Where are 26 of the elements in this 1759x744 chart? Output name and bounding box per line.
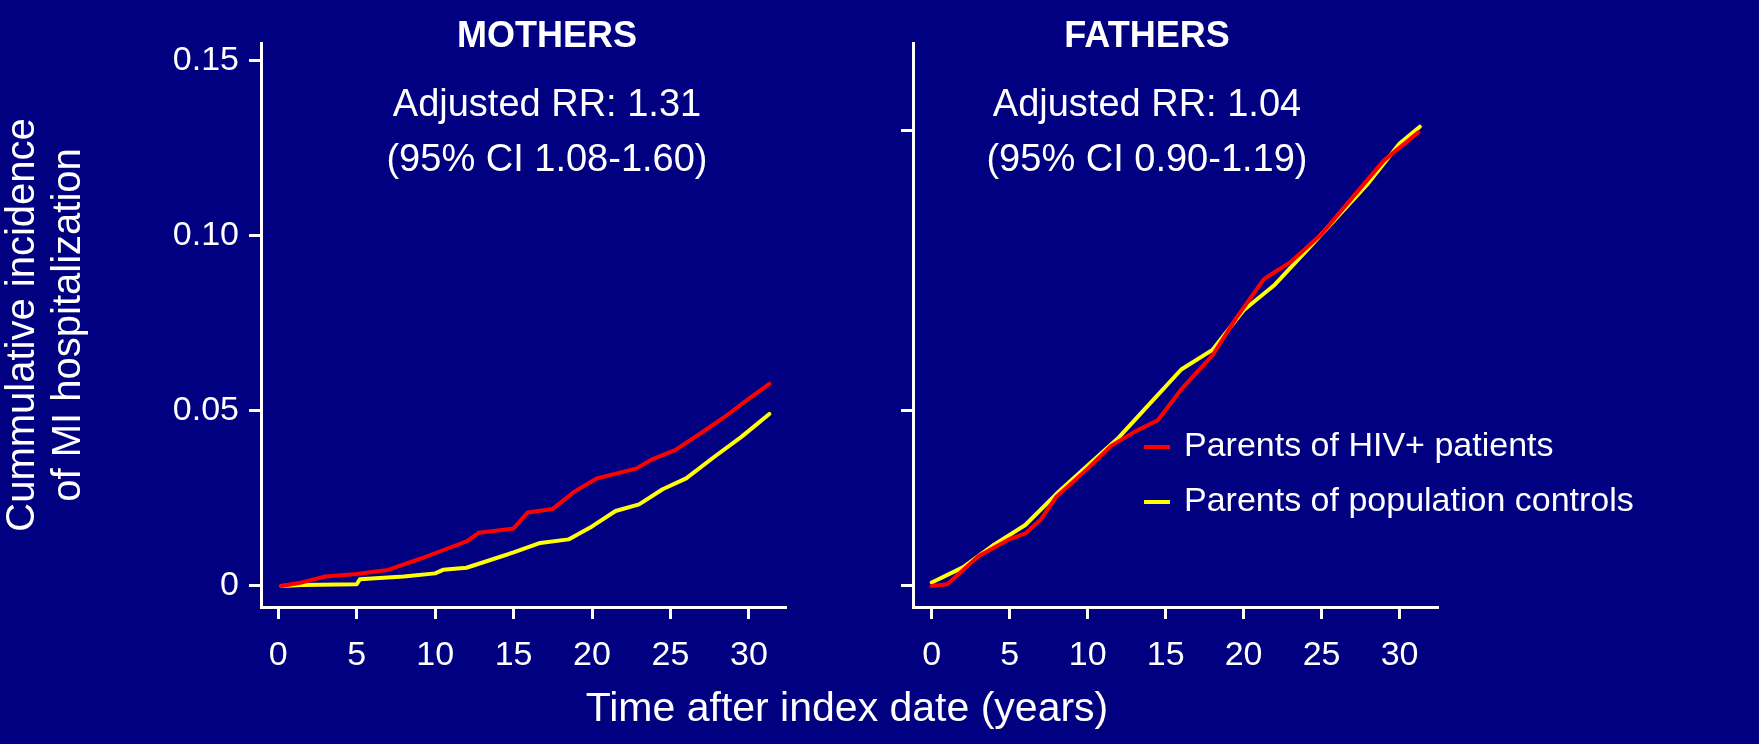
x-tick-label: 5	[347, 633, 367, 672]
chart-title: MOTHERS	[457, 14, 637, 55]
x-tick-label: 20	[573, 633, 611, 672]
x-tick-label: 15	[1146, 633, 1185, 672]
legend-label: Parents of population controls	[1183, 479, 1634, 520]
x-tick-label: 0	[922, 633, 942, 672]
x-tick-label: 30	[730, 633, 768, 672]
x-tick-label: 10	[416, 633, 455, 672]
y-tick-label: 0.05	[172, 389, 239, 428]
y-tick-label: 0.15	[172, 38, 239, 77]
text: Adjusted RR: 1.04 (95% CI 0.90-1.19)	[986, 82, 1308, 179]
text: Adjusted RR: 1.31 (95% CI 1.08-1.60)	[386, 82, 708, 179]
y-axis-title: Cummulative incidence of MI hospitalization	[0, 118, 89, 532]
x-tick-label: 10	[1068, 633, 1107, 672]
y-tick-label: 0.10	[172, 214, 239, 253]
x-tick-label: 30	[1380, 633, 1419, 672]
x-axis-title: Time after index date (years)	[584, 684, 1110, 731]
x-tick-label: 5	[1000, 633, 1020, 672]
x-tick-label: 0	[268, 633, 288, 672]
x-tick-label: 20	[1224, 633, 1263, 672]
y-tick-label: 0	[220, 564, 239, 603]
chart-title: FATHERS	[1064, 14, 1230, 55]
x-tick-label: 25	[1302, 633, 1341, 672]
x-tick-label: 15	[494, 633, 533, 672]
legend-label: Parents of HIV+ patients	[1183, 424, 1555, 465]
x-tick-label: 25	[651, 633, 690, 672]
